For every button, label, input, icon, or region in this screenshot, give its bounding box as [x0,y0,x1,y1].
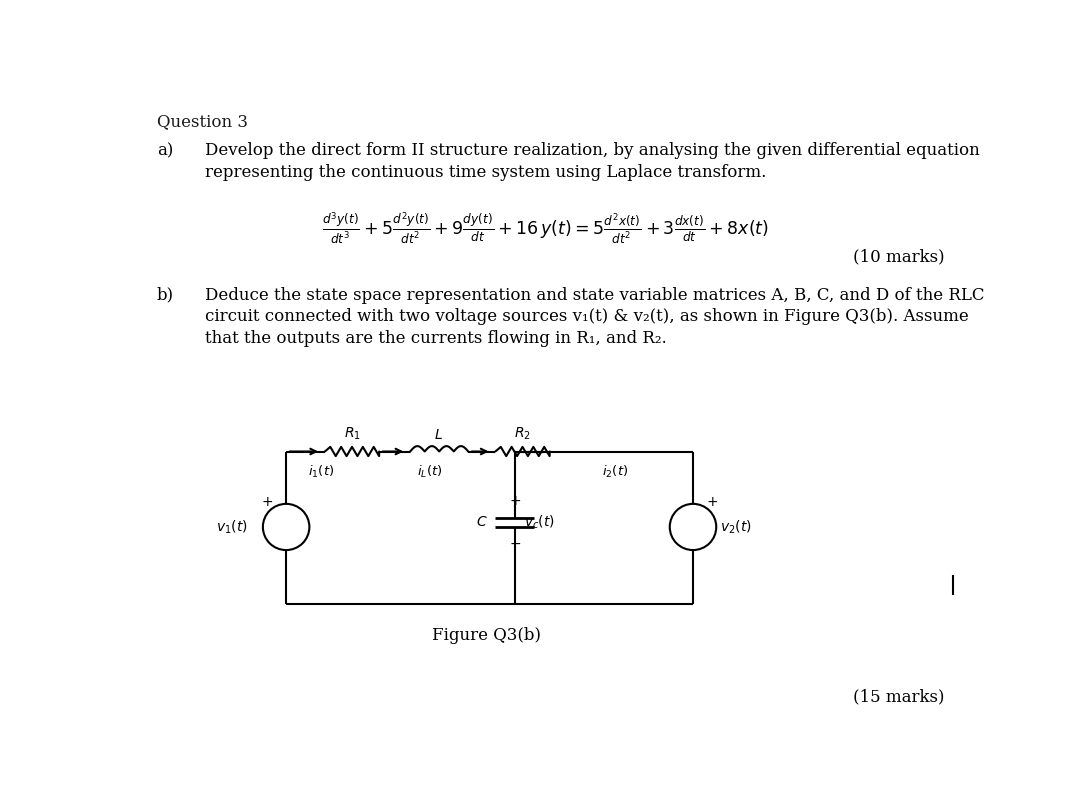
Text: (15 marks): (15 marks) [853,689,945,705]
Text: $i_1(t)$: $i_1(t)$ [308,464,334,480]
Text: a): a) [157,142,173,159]
Text: $+$: $+$ [509,495,521,508]
Text: b): b) [157,286,174,304]
Text: $R_2$: $R_2$ [514,426,531,442]
Text: Question 3: Question 3 [157,113,247,130]
Text: $i_2(t)$: $i_2(t)$ [603,464,629,480]
Text: that the outputs are the currents flowing in R₁, and R₂.: that the outputs are the currents flowin… [205,330,666,347]
Text: $v_c(t)$: $v_c(t)$ [524,514,555,531]
Text: Deduce the state space representation and state variable matrices A, B, C, and D: Deduce the state space representation an… [205,286,984,304]
Text: circuit connected with two voltage sources v₁(t) & v₂(t), as shown in Figure Q3(: circuit connected with two voltage sourc… [205,308,969,326]
Text: $\frac{d^3y(t)}{dt^3}+5\frac{d^2y(t)}{dt^2}+9\frac{dy(t)}{dt}+16\,y(t)=5\frac{d^: $\frac{d^3y(t)}{dt^3}+5\frac{d^2y(t)}{dt… [322,211,769,247]
Text: $C$: $C$ [476,516,488,529]
Text: representing the continuous time system using Laplace transform.: representing the continuous time system … [205,164,766,180]
Text: $L$: $L$ [434,429,443,442]
Text: $+$: $+$ [706,496,718,509]
Text: $R_1$: $R_1$ [343,426,361,442]
Text: $v_2(t)$: $v_2(t)$ [720,518,752,535]
Text: (10 marks): (10 marks) [853,248,945,265]
Text: Develop the direct form II structure realization, by analysing the given differe: Develop the direct form II structure rea… [205,142,980,159]
Text: $i_L(t)$: $i_L(t)$ [417,464,443,480]
Text: $+$: $+$ [261,496,273,509]
Text: $-$: $-$ [509,536,521,550]
Text: $v_1(t)$: $v_1(t)$ [216,518,247,535]
Text: Figure Q3(b): Figure Q3(b) [432,627,541,644]
